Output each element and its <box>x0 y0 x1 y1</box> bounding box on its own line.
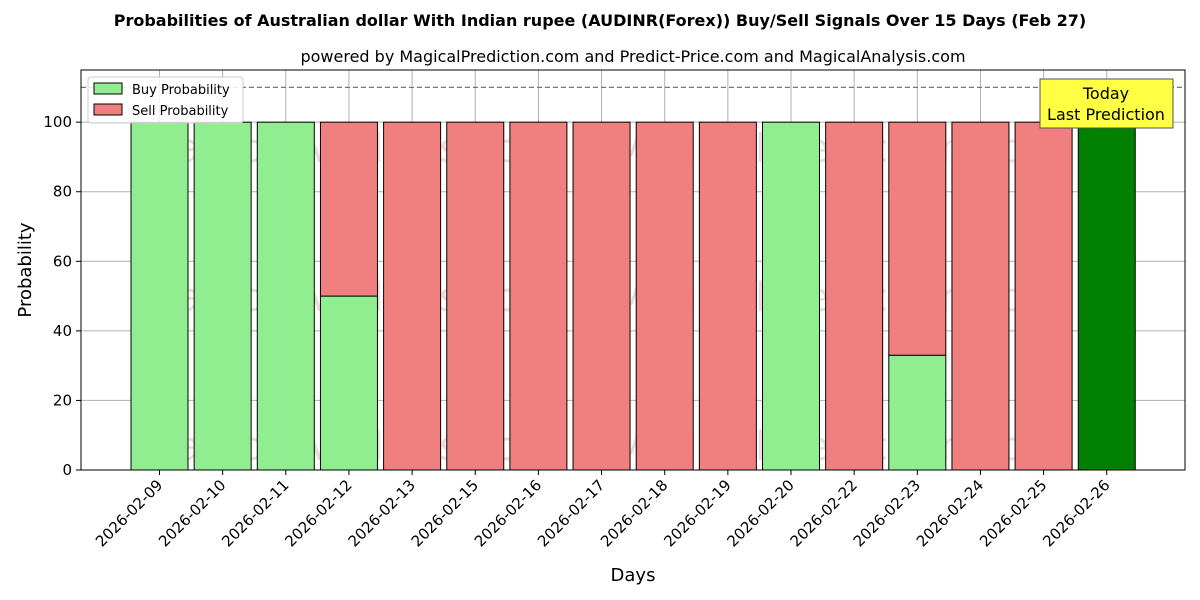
y-tick-label: 80 <box>53 183 72 201</box>
chart-subtitle: powered by MagicalPrediction.com and Pre… <box>300 47 965 66</box>
x-tick-label: 2026-02-12 <box>281 476 355 550</box>
today-annotation: Today Last Prediction <box>1039 78 1174 129</box>
x-tick-label: 2026-02-15 <box>408 476 482 550</box>
x-tick-label: 2026-02-22 <box>787 476 861 550</box>
x-tick-label: 2026-02-20 <box>723 476 797 550</box>
sell-bar <box>951 121 1010 471</box>
y-tick-label: 0 <box>62 461 72 479</box>
chart-title: Probabilities of Australian dollar With … <box>114 11 1087 30</box>
sell-bar <box>698 121 757 471</box>
x-tick-label: 2026-02-19 <box>660 476 734 550</box>
x-tick-label: 2026-02-26 <box>1039 476 1113 550</box>
x-tick-label: 2026-02-17 <box>534 476 608 550</box>
sell-bar <box>825 121 884 471</box>
x-axis-ticks: 2026-02-092026-02-102026-02-112026-02-12… <box>92 470 1114 550</box>
legend: Buy Probability Sell Probability <box>87 76 244 124</box>
legend-swatch-sell <box>93 103 123 116</box>
sell-bar <box>383 121 442 471</box>
sell-bar <box>509 121 568 471</box>
sell-bar <box>572 121 631 471</box>
buy-bar <box>256 121 315 471</box>
today-annotation-box <box>1039 78 1174 129</box>
today-annotation-line2: Last Prediction <box>1047 105 1165 124</box>
plot-frame <box>80 69 1186 471</box>
x-tick-label: 2026-02-11 <box>218 476 292 550</box>
x-tick-label: 2026-02-25 <box>976 476 1050 550</box>
y-tick-label: 60 <box>53 252 72 270</box>
buy-bar <box>130 121 189 471</box>
sell-bar <box>1014 121 1073 471</box>
y-tick-label: 40 <box>53 322 72 340</box>
y-tick-label: 100 <box>43 113 72 131</box>
legend-box <box>87 76 244 124</box>
buy-bar <box>762 121 820 471</box>
legend-swatch-buy <box>93 82 123 95</box>
y-tick-label: 20 <box>53 391 72 409</box>
y-axis-label: Probability <box>15 222 36 317</box>
x-tick-label: 2026-02-23 <box>850 476 924 550</box>
x-axis-label: Days <box>611 565 656 586</box>
legend-label-sell: Sell Probability <box>132 104 229 119</box>
sell-bar <box>888 121 947 356</box>
buy-bar <box>888 354 947 471</box>
x-tick-label: 2026-02-09 <box>92 476 166 550</box>
sell-bar <box>635 121 694 471</box>
today-annotation-line1: Today <box>1082 84 1129 103</box>
sell-bar <box>446 121 505 471</box>
x-tick-label: 2026-02-18 <box>597 476 671 550</box>
legend-label-buy: Buy Probability <box>132 83 230 98</box>
sell-bar <box>319 121 378 297</box>
buy-bar <box>193 121 252 471</box>
x-tick-label: 2026-02-13 <box>345 476 419 550</box>
buy-bar <box>319 295 378 471</box>
x-tick-label: 2026-02-10 <box>155 476 229 550</box>
x-tick-label: 2026-02-16 <box>471 476 545 550</box>
buy-bar <box>1077 121 1136 471</box>
x-tick-label: 2026-02-24 <box>913 476 987 550</box>
y-axis-ticks: 0 20 40 60 80 100 <box>43 113 81 479</box>
bar-layer <box>130 121 1136 471</box>
